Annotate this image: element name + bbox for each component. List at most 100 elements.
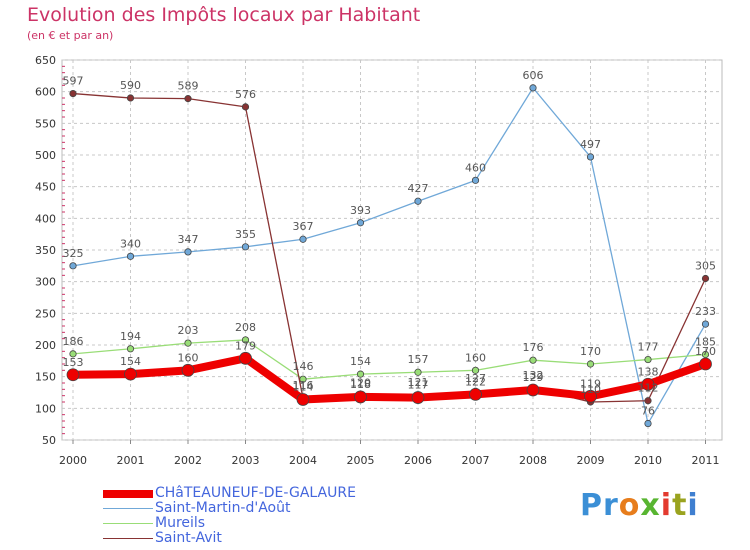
data-point — [124, 367, 137, 381]
data-label: 118 — [350, 378, 371, 391]
x-tick-label: 2011 — [692, 454, 720, 467]
data-point — [239, 351, 252, 365]
legend-label: CHâTEAUNEUF-DE-GALAURE — [155, 485, 356, 501]
data-label: 146 — [293, 360, 314, 373]
data-point — [644, 419, 652, 428]
data-label: 170 — [580, 345, 601, 358]
chart-title: Evolution des Impôts locaux par Habitant — [27, 4, 421, 26]
y-tick-label: 400 — [35, 212, 56, 225]
data-label: 110 — [580, 383, 601, 396]
data-label: 121 — [408, 376, 429, 389]
data-label: 176 — [523, 341, 544, 354]
data-point — [586, 153, 595, 161]
y-tick-label: 650 — [35, 54, 56, 67]
data-point — [644, 397, 652, 405]
legend-swatch — [103, 508, 153, 509]
data-label: 153 — [63, 356, 84, 369]
data-point — [66, 368, 80, 382]
data-label: 116 — [293, 379, 314, 392]
data-label: 138 — [638, 365, 659, 378]
data-label: 132 — [523, 369, 544, 382]
data-label: 589 — [178, 80, 199, 93]
data-label: 185 — [695, 336, 716, 349]
legend-item-saint-martin: Saint-Martin-d'Août — [103, 500, 403, 516]
data-point — [529, 356, 537, 364]
data-label: 76 — [641, 405, 655, 418]
data-label: 590 — [120, 79, 141, 92]
legend-swatch — [103, 523, 153, 524]
proxiti-logo: Proxiti — [580, 488, 699, 523]
data-label: 340 — [120, 237, 141, 250]
x-tick-label: 2005 — [347, 454, 375, 467]
data-label: 120 — [350, 377, 371, 390]
legend-item-chateauneuf: CHâTEAUNEUF-DE-GALAURE — [103, 485, 403, 501]
legend-item-mureils: Mureils — [103, 515, 403, 531]
data-label: 597 — [63, 75, 84, 88]
y-tick-label: 200 — [35, 339, 56, 352]
y-tick-label: 300 — [35, 276, 56, 289]
data-point — [69, 350, 77, 358]
data-label: 393 — [350, 204, 371, 217]
x-tick-label: 2003 — [232, 454, 260, 467]
data-label: 233 — [695, 305, 716, 318]
data-point — [354, 390, 367, 404]
data-point — [241, 336, 250, 344]
data-label: 186 — [63, 335, 84, 348]
legend: CHâTEAUNEUF-DE-GALAURE Saint-Martin-d'Ao… — [103, 485, 403, 546]
legend-label: Saint-Avit — [155, 530, 222, 546]
data-label: 154 — [350, 355, 371, 368]
data-label: 305 — [695, 260, 716, 273]
data-label: 347 — [178, 233, 199, 246]
y-tick-label: 450 — [35, 181, 56, 194]
data-point — [126, 252, 135, 260]
data-point — [126, 345, 135, 353]
data-label: 177 — [638, 341, 659, 354]
data-label: 117 — [408, 379, 429, 392]
data-point — [411, 391, 425, 404]
y-tick-label: 250 — [35, 307, 56, 320]
data-point — [296, 393, 310, 406]
data-label: 160 — [178, 351, 199, 364]
data-point — [184, 248, 192, 256]
line-chart: 50 100 150 200 250 300 350 400 450 500 550 600 650 20… — [35, 54, 723, 467]
data-point — [701, 274, 710, 283]
data-point — [69, 262, 77, 270]
data-point — [414, 197, 422, 205]
data-point — [584, 389, 597, 403]
data-label: 119 — [580, 377, 601, 390]
data-point — [184, 339, 192, 347]
data-label: 127 — [465, 372, 486, 385]
data-label: 367 — [293, 220, 314, 233]
y-tick-label: 350 — [35, 244, 56, 257]
data-point — [469, 387, 482, 401]
data-point — [526, 383, 540, 397]
x-tick-label: 2010 — [634, 454, 662, 467]
data-label: 129 — [523, 371, 544, 384]
data-point — [699, 357, 712, 371]
data-label: 203 — [178, 324, 199, 337]
data-point — [641, 377, 655, 391]
x-tick-label: 2006 — [404, 454, 432, 467]
x-tick-label: 2004 — [289, 454, 317, 467]
data-label: 208 — [235, 321, 256, 334]
data-point — [299, 235, 307, 243]
data-label: 427 — [408, 182, 429, 195]
data-point — [126, 94, 135, 102]
data-point — [701, 320, 710, 328]
y-tick-label: 150 — [35, 371, 56, 384]
data-label: 460 — [465, 161, 486, 174]
data-label: 576 — [235, 88, 256, 101]
data-label: 179 — [235, 339, 256, 352]
legend-item-saint-avit: Saint-Avit — [103, 530, 403, 546]
data-point — [184, 95, 192, 103]
data-label: 355 — [235, 228, 256, 241]
y-tick-label: 550 — [35, 117, 56, 130]
series-line — [72, 339, 707, 380]
data-label: 114 — [293, 380, 314, 393]
data-label: 160 — [465, 351, 486, 364]
data-point — [586, 360, 595, 368]
x-tick-label: 2007 — [462, 454, 490, 467]
data-point — [241, 103, 250, 111]
data-point — [414, 368, 422, 376]
x-tick-label: 2002 — [174, 454, 202, 467]
